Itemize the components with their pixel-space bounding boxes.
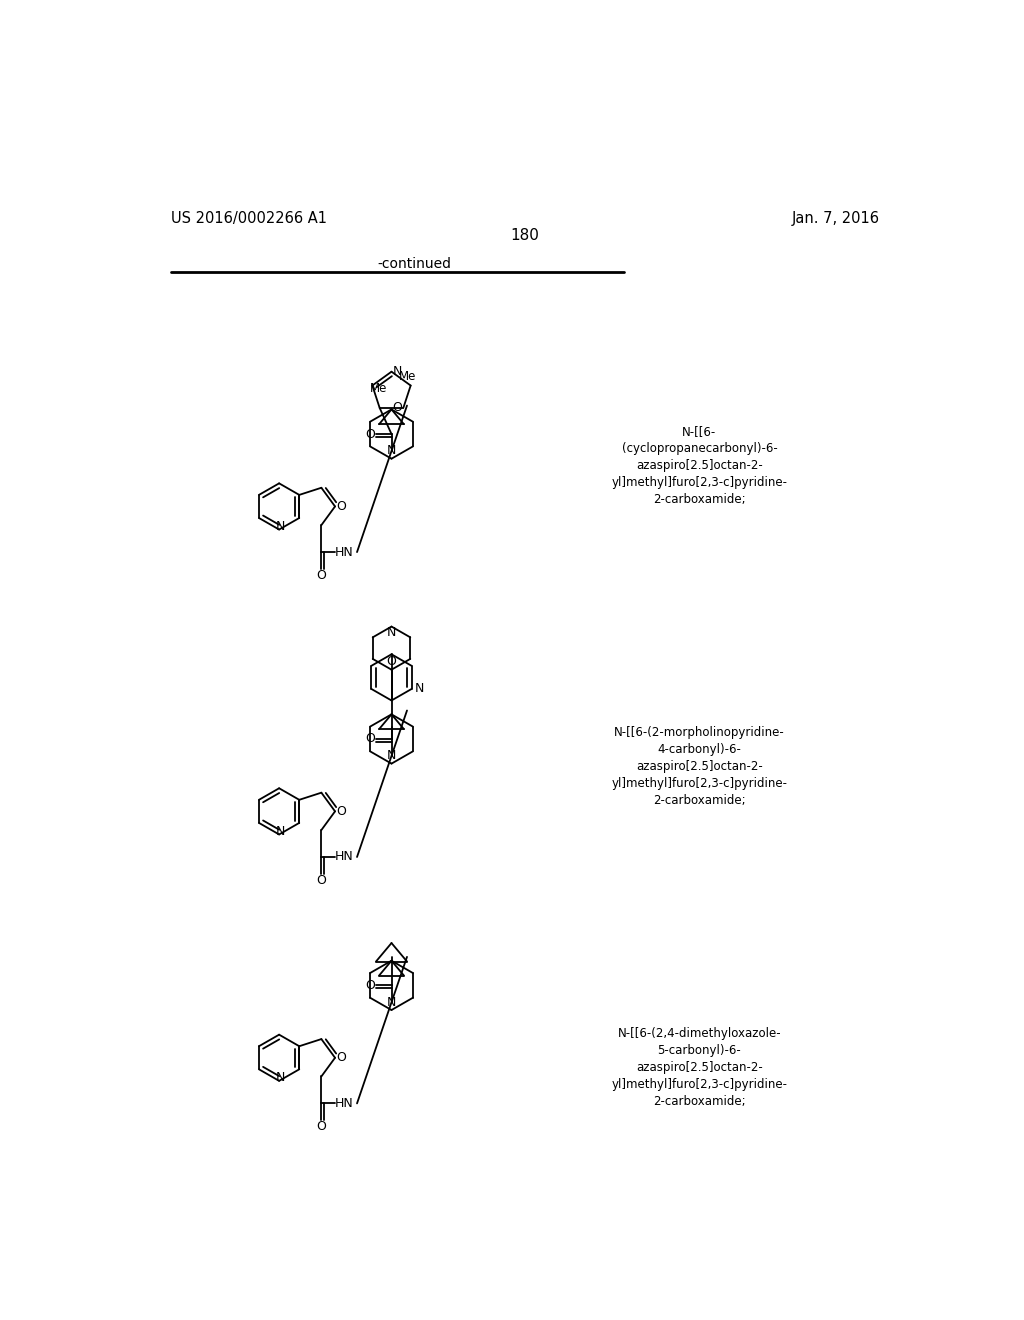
Text: N-[[6-(2-morpholinopyridine-
4-carbonyl)-6-
azaspiro[2.5]octan-2-
yl]methyl]furo: N-[[6-(2-morpholinopyridine- 4-carbonyl)…	[611, 726, 787, 807]
Text: O: O	[316, 874, 327, 887]
Text: HN: HN	[335, 1097, 354, 1110]
Text: N-[[6-(2,4-dimethyloxazole-
5-carbonyl)-6-
azaspiro[2.5]octan-2-
yl]methyl]furo[: N-[[6-(2,4-dimethyloxazole- 5-carbonyl)-…	[611, 1027, 787, 1109]
Text: N: N	[387, 445, 396, 458]
Text: Me: Me	[399, 370, 416, 383]
Text: O: O	[365, 428, 375, 441]
Text: N: N	[415, 682, 424, 696]
Text: US 2016/0002266 A1: US 2016/0002266 A1	[171, 211, 327, 226]
Text: Me: Me	[370, 381, 387, 395]
Text: O: O	[336, 1051, 346, 1064]
Text: HN: HN	[335, 850, 354, 863]
Text: N: N	[387, 995, 396, 1008]
Text: O: O	[336, 500, 346, 513]
Text: N: N	[393, 366, 402, 379]
Text: HN: HN	[335, 545, 354, 558]
Text: O: O	[316, 1119, 327, 1133]
Text: N: N	[276, 1072, 286, 1084]
Text: O: O	[392, 401, 402, 414]
Text: N: N	[387, 750, 396, 763]
Text: N: N	[387, 626, 396, 639]
Text: N: N	[276, 825, 286, 838]
Text: N-[[6-
(cyclopropanecarbonyl)-6-
azaspiro[2.5]octan-2-
yl]methyl]furo[2,3-c]pyri: N-[[6- (cyclopropanecarbonyl)-6- azaspir…	[611, 425, 787, 506]
Text: 180: 180	[510, 227, 540, 243]
Text: O: O	[316, 569, 327, 582]
Text: O: O	[365, 733, 375, 746]
Text: Jan. 7, 2016: Jan. 7, 2016	[792, 211, 880, 226]
Text: O: O	[336, 805, 346, 818]
Text: -continued: -continued	[378, 257, 452, 271]
Text: O: O	[365, 979, 375, 991]
Text: O: O	[387, 656, 396, 668]
Text: N: N	[276, 520, 286, 533]
